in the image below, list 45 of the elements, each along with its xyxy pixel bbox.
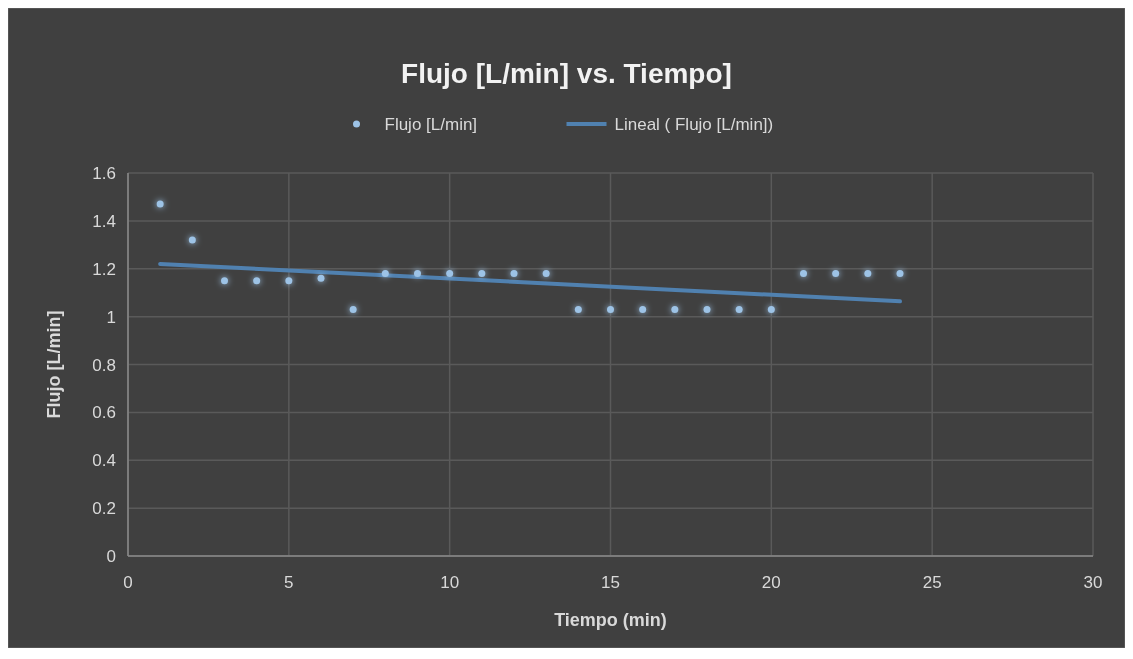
y-tick-label: 0.6	[92, 403, 116, 423]
y-tick-label: 0	[106, 547, 116, 566]
x-tick-label: 0	[123, 573, 133, 592]
point	[607, 305, 614, 313]
x-axis-title: Tiempo (min)	[554, 610, 667, 630]
point	[253, 277, 261, 285]
point	[832, 270, 840, 278]
point	[800, 270, 807, 278]
x-tick-label: 20	[761, 573, 781, 592]
point	[671, 305, 679, 313]
point	[285, 277, 293, 285]
y-axis-title: Flujo [L/min]	[44, 310, 64, 419]
point	[735, 305, 743, 313]
point	[381, 270, 389, 278]
point	[864, 270, 872, 278]
point	[639, 305, 647, 313]
point	[896, 270, 904, 278]
y-tick-label: 0.4	[92, 451, 116, 471]
point	[510, 270, 518, 278]
point	[703, 305, 711, 313]
point	[478, 270, 486, 278]
point	[317, 274, 325, 282]
legend-label: Flujo [L/min]	[384, 115, 478, 134]
point	[574, 305, 582, 313]
y-tick-label: 1.6	[92, 164, 116, 183]
point	[414, 270, 421, 278]
chart-title: Flujo [L/min] vs. Tiempo]	[401, 58, 732, 89]
point	[542, 270, 550, 278]
point	[188, 236, 196, 244]
point	[156, 200, 164, 208]
x-tick-label: 15	[601, 573, 620, 592]
y-tick-label: 1.4	[92, 211, 116, 231]
point	[349, 305, 357, 313]
y-tick-label: 0.2	[92, 499, 116, 519]
y-tick-label: 0.8	[92, 355, 116, 375]
y-tick-label: 1.2	[92, 259, 116, 279]
point	[221, 277, 228, 285]
x-tick-label: 30	[1083, 573, 1103, 592]
x-tick-label: 10	[440, 573, 460, 592]
x-tick-label: 5	[284, 573, 294, 592]
y-tick-label: 1	[106, 307, 116, 327]
point	[446, 270, 454, 278]
x-tick-label: 25	[922, 573, 942, 592]
legend-label: Lineal ( Flujo [L/min])	[614, 115, 774, 134]
point	[767, 305, 775, 313]
